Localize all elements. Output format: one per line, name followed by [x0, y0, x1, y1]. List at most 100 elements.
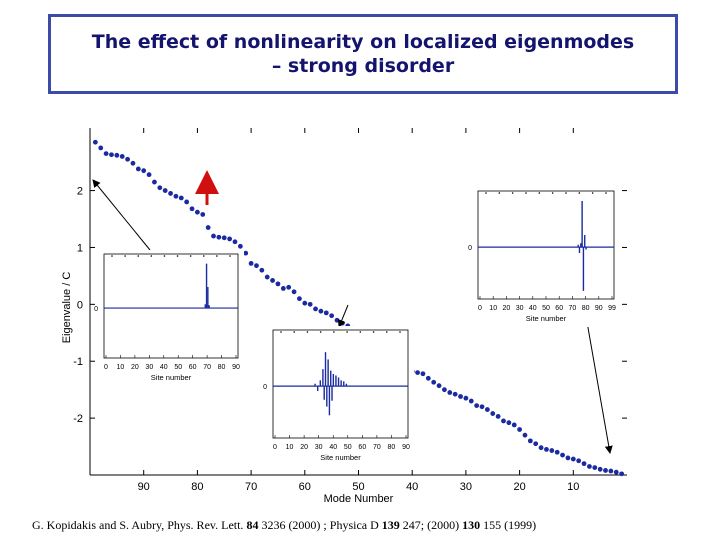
inset-right: 0 0 10 20 30 40 50 60 70 80 90 99 Site number	[468, 187, 620, 327]
inset-right-top-tick	[605, 192, 607, 194]
data-point	[329, 313, 335, 319]
inset-left-top-tick	[189, 255, 192, 257]
inset-right-x-axis-label: Site number	[526, 314, 567, 323]
data-point	[533, 441, 539, 447]
data-point	[178, 195, 184, 201]
inset-left-x-tick-label: 50	[174, 364, 182, 371]
data-point	[447, 390, 453, 395]
inset-left-top-tick	[124, 255, 126, 257]
inset-left: 0 0 10 20 30 40 50 60 70 80 90 Site number	[94, 250, 244, 386]
data-point	[259, 267, 265, 273]
inset-left-x-tick-label: 70	[203, 364, 211, 371]
inset-middle-top-tick	[333, 331, 335, 333]
inset-middle-x-tick-label: 30	[315, 444, 323, 451]
inset-left-x-tick-label: 30	[145, 364, 153, 371]
x-tick-label: 20	[513, 481, 525, 493]
y-tick-label: -2	[73, 413, 83, 425]
data-point	[248, 260, 254, 266]
data-point	[297, 296, 302, 302]
data-point	[227, 236, 233, 242]
data-point	[173, 193, 179, 199]
data-point	[205, 225, 211, 230]
inset-middle-top-tick	[293, 331, 296, 333]
inset-right-top-tick	[498, 192, 501, 194]
data-point	[135, 166, 141, 172]
data-point	[517, 427, 522, 432]
data-point	[92, 139, 98, 145]
arrow-to-top-mode	[92, 179, 151, 251]
inset-middle-frame	[272, 329, 409, 439]
data-point	[522, 432, 528, 438]
inset-middle-x-tick-label: 20	[300, 444, 308, 451]
data-point	[313, 306, 318, 312]
citation-vol-1: 84	[246, 518, 259, 532]
data-point	[103, 151, 109, 156]
inset-right-top-tick	[525, 192, 527, 194]
y-axis-label: Eigenvalue / C	[61, 272, 73, 344]
arrow-to-middle-mode	[337, 304, 349, 328]
data-point	[570, 456, 576, 462]
data-point	[109, 152, 114, 158]
data-point	[162, 188, 168, 193]
inset-left-x-tick-label: 10	[117, 364, 125, 371]
inset-left-x-tick-label: 90	[232, 364, 240, 371]
data-point	[436, 383, 442, 389]
inset-left-top-tick	[150, 255, 153, 257]
inset-middle: 0 0 10 20 30 40 50 60 70 80 90 Site number	[263, 326, 414, 466]
inset-middle-background	[269, 326, 414, 466]
data-point	[565, 455, 571, 461]
data-point	[130, 160, 136, 166]
inset-right-x-tick-label: 0	[478, 305, 482, 312]
inset-right-x-tick-label: 99	[608, 305, 616, 312]
y-tick-label: 1	[77, 242, 83, 254]
data-point	[119, 154, 125, 159]
data-point	[425, 375, 431, 381]
inset-middle-x-tick-label: 80	[388, 444, 396, 451]
inset-right-x-tick-label: 20	[503, 305, 511, 312]
data-point	[468, 398, 474, 404]
citation: G. Kopidakis and S. Aubry, Phys. Rev. Le…	[32, 518, 536, 533]
inset-right-x-tick-label: 70	[569, 305, 577, 312]
data-point	[490, 411, 496, 416]
data-point	[264, 274, 270, 280]
title-line-1: The effect of nonlinearity on localized …	[91, 31, 635, 53]
inset-left-top-tick	[229, 255, 231, 257]
citation-ref-3: 155 (1999)	[480, 518, 537, 532]
data-point	[152, 179, 157, 185]
data-point	[243, 250, 249, 256]
data-point	[232, 239, 238, 245]
data-point	[458, 394, 463, 399]
data-point	[98, 145, 104, 151]
data-point	[544, 447, 549, 452]
data-point	[270, 278, 275, 283]
citation-ref-1: 3236 (2000) ; Physica D	[258, 518, 382, 532]
data-point	[200, 212, 206, 217]
x-tick-label: 40	[406, 481, 418, 493]
data-point	[221, 235, 227, 241]
data-point	[141, 168, 147, 174]
inset-right-top-tick	[538, 192, 541, 194]
inset-right-top-tick	[485, 192, 487, 194]
x-tick-label: 80	[191, 481, 203, 493]
data-point	[114, 152, 120, 158]
inset-left-top-tick	[202, 255, 205, 257]
data-point	[216, 234, 222, 240]
inset-right-y-tick-label: 0	[468, 245, 472, 252]
x-tick-label: 50	[352, 481, 364, 493]
inset-right-x-tick-label: 50	[542, 305, 550, 312]
inset-left-background	[100, 250, 244, 386]
data-point	[576, 458, 582, 464]
citation-ref-2: 247; (2000)	[399, 518, 463, 532]
inset-left-x-tick-label: 0	[104, 364, 108, 371]
data-point	[597, 466, 603, 472]
data-point	[157, 185, 163, 191]
arrow-to-bottom-mode	[586, 321, 613, 454]
inset-middle-x-tick-label: 60	[358, 444, 366, 451]
inset-middle-x-tick-label: 40	[329, 444, 337, 451]
data-point	[554, 449, 560, 455]
data-point	[125, 156, 130, 162]
inset-right-background	[474, 187, 620, 327]
data-point	[442, 387, 447, 393]
y-tick-label: 2	[77, 186, 83, 198]
title-box: The effect of nonlinearity on localized …	[48, 14, 678, 94]
